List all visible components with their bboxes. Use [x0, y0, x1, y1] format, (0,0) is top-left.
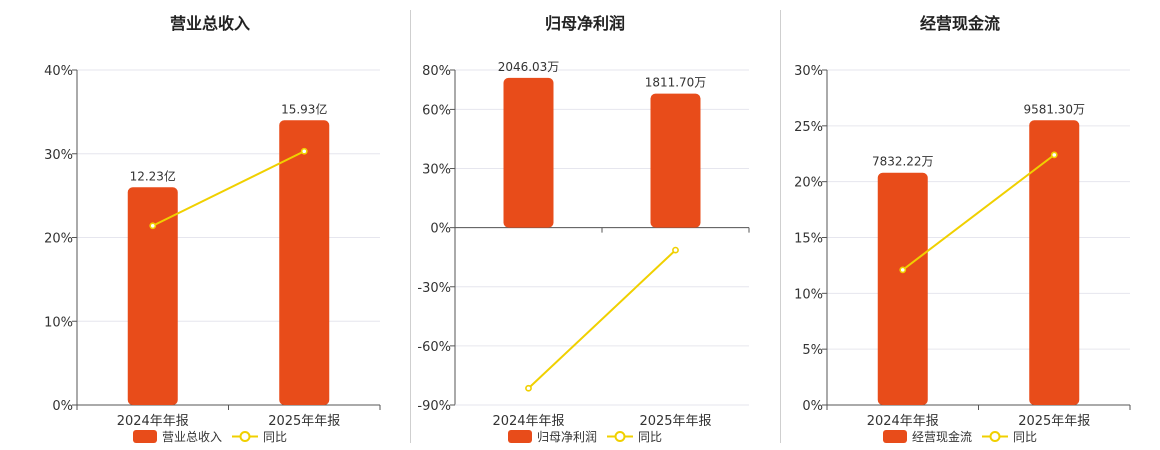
- x-category-label: 2024年年报: [492, 414, 564, 429]
- legend-bar-label: 营业总收入: [162, 430, 222, 444]
- x-category-label: 2025年年报: [1018, 414, 1090, 429]
- bar-data-label: 15.93亿: [281, 101, 327, 116]
- y-tick-label: 60%: [422, 103, 451, 118]
- y-tick-label: 0%: [52, 399, 73, 414]
- y-tick-label: 25%: [794, 120, 823, 135]
- line-point: [300, 147, 308, 155]
- panel-divider: [410, 10, 411, 443]
- bar: [1029, 120, 1080, 405]
- chart-panel-cash-flow: 经营现金流 0% 5% 10% 15% 20% 25% 30% 7832.22万 9581.30万…: [750, 0, 1155, 450]
- line-point: [1050, 151, 1058, 159]
- line-point: [899, 266, 907, 274]
- panel-divider: [780, 10, 781, 443]
- legend-bar-swatch: [133, 430, 157, 443]
- y-tick-label: 20%: [794, 176, 823, 191]
- line-series: [902, 154, 1055, 271]
- line-point: [149, 222, 157, 230]
- x-category-label: 2025年年报: [639, 414, 711, 429]
- y-tick-label: 30%: [44, 148, 73, 163]
- chart-cash-flow: 经营现金流 0% 5% 10% 15% 20% 25% 30% 7832.22万 9581.30万…: [794, 14, 1131, 444]
- legend-bar-swatch: [883, 430, 907, 443]
- chart-panel-net-profit: 归母净利润 -90% -60% -30% 0% 30% 60% 80% 2046.03万 1811…: [375, 0, 780, 450]
- y-tick-label: 10%: [794, 287, 823, 302]
- y-tick-label: 30%: [422, 163, 451, 178]
- y-tick-label: 20%: [44, 232, 73, 247]
- line-point: [525, 384, 532, 392]
- chart-title: 经营现金流: [920, 14, 1000, 33]
- bar-data-label: 12.23亿: [130, 168, 176, 183]
- bar: [877, 172, 928, 405]
- legend-line-label: 同比: [263, 430, 287, 444]
- legend-line-label: 同比: [638, 430, 662, 444]
- bar: [127, 187, 178, 405]
- y-tick-label: 30%: [794, 64, 823, 79]
- x-category-label: 2024年年报: [867, 414, 939, 429]
- legend-line-label: 同比: [1013, 430, 1037, 444]
- bar-data-label: 7832.22万: [872, 155, 934, 169]
- bar-data-label: 2046.03万: [498, 60, 560, 74]
- legend-line-marker: [239, 431, 251, 442]
- bar: [650, 93, 701, 228]
- x-category-label: 2025年年报: [268, 414, 340, 429]
- x-category-label: 2024年年报: [117, 414, 189, 429]
- y-tick-label: 10%: [44, 315, 73, 330]
- y-tick-label: 15%: [794, 232, 823, 247]
- chart-net-profit: 归母净利润 -90% -60% -30% 0% 30% 60% 80% 2046.03万 1811…: [417, 14, 750, 444]
- y-tick-label: -90%: [417, 399, 451, 414]
- line-series: [152, 150, 305, 227]
- bar: [503, 77, 554, 228]
- y-tick-label: -60%: [417, 340, 451, 355]
- bar-data-label: 9581.30万: [1023, 102, 1085, 116]
- bar-data-label: 1811.70万: [645, 76, 707, 90]
- chart-panel-revenue: 营业总收入 0% 10% 20% 30% 40% 12.23亿 15.93亿 2024年年报 20…: [0, 0, 405, 450]
- legend-bar-swatch: [508, 430, 532, 443]
- legend-bar-label: 归母净利润: [537, 430, 597, 444]
- y-tick-label: 40%: [44, 64, 73, 79]
- legend-line-marker: [614, 431, 626, 442]
- y-tick-label: 5%: [802, 343, 823, 358]
- legend-line-marker: [989, 431, 1001, 442]
- line-point: [672, 246, 679, 254]
- y-tick-label: 0%: [802, 399, 823, 414]
- legend-bar-label: 经营现金流: [912, 429, 972, 444]
- chart-title: 归母净利润: [545, 14, 625, 33]
- bar: [279, 120, 330, 405]
- chart-revenue: 营业总收入 0% 10% 20% 30% 40% 12.23亿 15.93亿 2024年年报 20…: [44, 14, 381, 444]
- y-tick-label: 80%: [422, 64, 451, 79]
- line-series: [527, 249, 677, 389]
- y-tick-label: 0%: [430, 222, 451, 237]
- y-tick-label: -30%: [417, 281, 451, 296]
- chart-title: 营业总收入: [170, 14, 250, 33]
